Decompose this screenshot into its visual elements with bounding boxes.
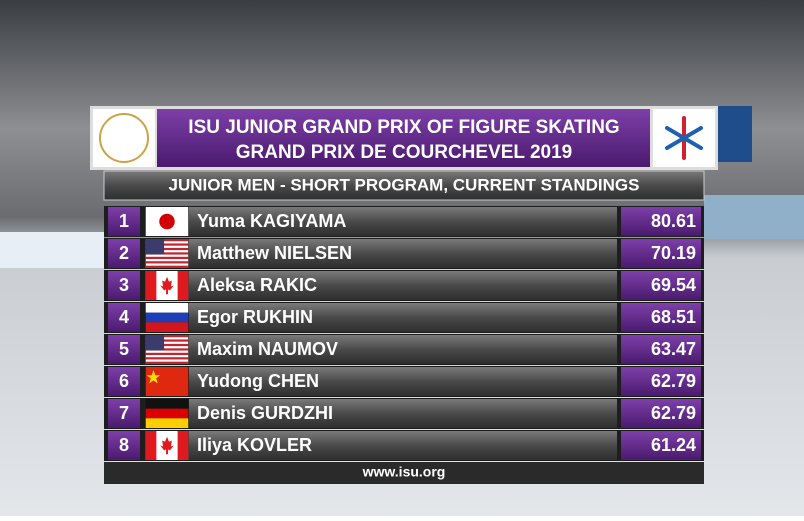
rank: 3 <box>119 275 129 295</box>
rank-box <box>108 399 140 428</box>
score: 62.79 <box>651 371 696 391</box>
footer-url: www.isu.org <box>362 464 446 480</box>
subtitle-bar <box>103 170 705 201</box>
name-bar <box>189 239 617 268</box>
skater-name: Yuma KAGIYAMA <box>197 211 346 231</box>
skater-name: Maxim NAUMOV <box>197 339 338 359</box>
skater-name: Iliya KOVLER <box>197 435 312 455</box>
score-box <box>621 335 701 364</box>
flag <box>145 431 189 460</box>
banner <box>704 195 804 239</box>
title-bar <box>157 109 650 167</box>
score: 80.61 <box>651 211 696 231</box>
flag <box>145 399 189 428</box>
rank: 7 <box>119 403 129 423</box>
rank: 1 <box>119 211 129 231</box>
score-box <box>621 399 701 428</box>
rank: 4 <box>119 307 129 327</box>
score-box <box>621 367 701 396</box>
flag <box>145 239 189 268</box>
score-box <box>621 271 701 300</box>
rank: 5 <box>119 339 129 359</box>
name-bar <box>189 335 617 364</box>
skater-name: Denis GURDZHI <box>197 403 333 423</box>
flag <box>145 271 189 300</box>
score-box <box>621 207 701 236</box>
event-logo <box>665 116 703 160</box>
name-bar <box>189 271 617 300</box>
rank-box <box>108 271 140 300</box>
rank-box <box>108 207 140 236</box>
screen <box>716 106 752 162</box>
title-line: ISU JUNIOR GRAND PRIX OF FIGURE SKATING <box>188 117 619 138</box>
standings-table: 1 Yuma KAGIYAMA 80.61 2 Matthew NIELSEN 70.19… <box>104 206 704 461</box>
flag <box>145 207 189 236</box>
score: 62.79 <box>651 403 696 423</box>
score: 70.19 <box>651 243 696 263</box>
flag <box>145 303 189 332</box>
name-bar <box>189 399 617 428</box>
skater-name: Egor RUKHIN <box>197 307 313 327</box>
score-box <box>621 303 701 332</box>
skater-name: Aleksa RAKIC <box>197 275 317 295</box>
header-panel: ISU JUNIOR GRAND PRIX OF FIGURE SKATING … <box>90 106 718 170</box>
rank-box <box>108 239 140 268</box>
footer-bar <box>104 462 704 484</box>
rank-box <box>108 367 140 396</box>
flag <box>145 367 189 396</box>
rank: 8 <box>119 435 129 455</box>
rank: 2 <box>119 243 129 263</box>
name-bar <box>189 367 617 396</box>
score: 63.47 <box>651 339 696 359</box>
rank: 6 <box>119 371 129 391</box>
rank-box <box>108 431 140 460</box>
subtitle: JUNIOR MEN - SHORT PROGRAM, CURRENT STAN… <box>169 175 640 194</box>
skater-name: Yudong CHEN <box>197 371 319 391</box>
name-bar <box>189 431 617 460</box>
isu-logo <box>99 113 149 163</box>
rank-box <box>108 303 140 332</box>
score-box <box>621 239 701 268</box>
title-line: GRAND PRIX DE COURCHEVEL 2019 <box>236 142 572 163</box>
flag <box>145 335 189 364</box>
rank-box <box>108 335 140 364</box>
score: 61.24 <box>651 435 696 455</box>
isu-logo-box <box>93 109 155 167</box>
score-box <box>621 431 701 460</box>
name-bar <box>189 207 617 236</box>
score: 69.54 <box>651 275 696 295</box>
name-bar <box>189 303 617 332</box>
score: 68.51 <box>651 307 696 327</box>
board <box>0 232 104 268</box>
skater-name: Matthew NIELSEN <box>197 243 352 263</box>
